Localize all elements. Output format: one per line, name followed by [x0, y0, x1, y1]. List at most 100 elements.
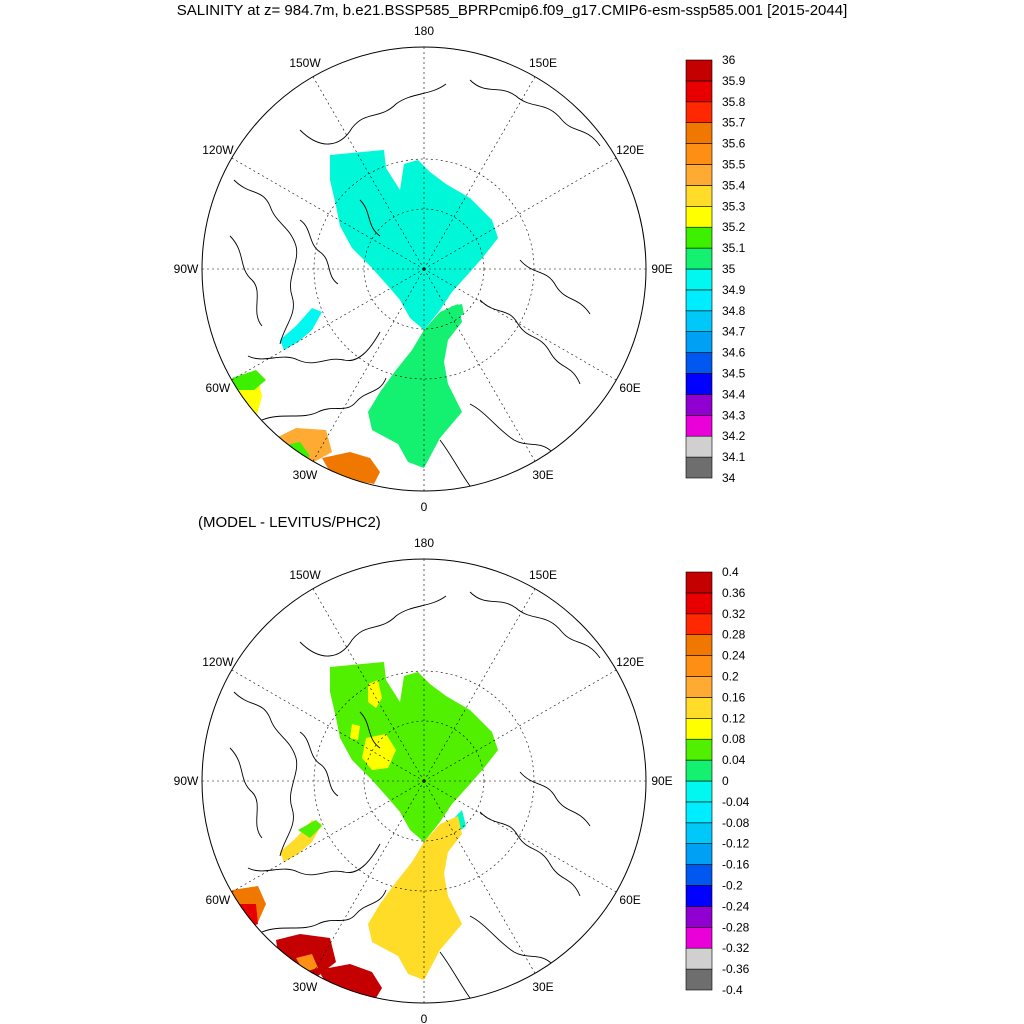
longitude-label: 90E	[651, 774, 672, 788]
arctic-front-strip	[424, 304, 464, 330]
colorbar-swatch	[685, 801, 713, 824]
baffin-bay-diff-green	[298, 820, 322, 838]
colorbar-swatch	[685, 226, 713, 249]
arctic-basin-diff-field	[330, 662, 498, 842]
plot-title: SALINITY at z= 984.7m, b.e21.BSSP585_BPR…	[176, 2, 848, 19]
colorbar-swatch	[685, 394, 713, 416]
colorbar-label: 34.2	[722, 429, 746, 443]
colorbar-swatch	[685, 759, 713, 782]
salinity-map: 180 150E 120E 90E 60E 30E 0 30W 60W 90W 120W 150W 3…	[174, 24, 746, 512]
colorbar-swatch	[685, 310, 713, 332]
colorbar-swatch	[685, 143, 713, 165]
coastlines	[229, 79, 601, 487]
arctic-yellow-patch-3	[350, 724, 360, 740]
meridian-line	[423, 157, 617, 270]
longitude-label: 120E	[616, 655, 644, 669]
colorbar-label: -0.32	[722, 941, 750, 955]
colorbar-label: 35.9	[722, 74, 746, 88]
colorbar-swatch	[685, 947, 713, 970]
colorbar-swatch	[685, 331, 713, 353]
meridian-line	[423, 76, 536, 270]
longitude-label: 150E	[529, 568, 557, 582]
colorbar-label: 0.08	[722, 732, 746, 746]
colorbar-swatch	[685, 164, 713, 186]
colorbar-label: -0.36	[722, 962, 750, 976]
colorbar-label: 35.2	[722, 220, 746, 234]
colorbar-label: 35.4	[722, 178, 746, 192]
longitude-label: 120W	[202, 143, 234, 157]
arctic-yellow-patch-1	[368, 680, 382, 708]
colorbar-swatch	[685, 613, 713, 636]
meridian-line	[423, 268, 617, 381]
colorbar-label: 0	[722, 774, 729, 788]
colorbar-label: 0.12	[722, 711, 746, 725]
longitude-label: 0	[421, 500, 428, 512]
nordic-seas-field	[368, 304, 462, 468]
colorbar-swatch	[685, 634, 713, 656]
longitude-label: 90E	[651, 262, 672, 276]
colorbar-swatch	[685, 101, 713, 124]
colorbar-label: -0.2	[722, 879, 743, 893]
colorbar-label: -0.16	[722, 858, 750, 872]
colorbar-label: 34.5	[722, 367, 746, 381]
colorbar-label: 0.4	[722, 565, 739, 579]
longitude-label: 30W	[293, 980, 318, 994]
colorbar-label: -0.28	[722, 920, 750, 934]
colorbar-swatch	[685, 414, 713, 437]
longitude-label: 30W	[293, 468, 318, 482]
longitude-label: 150E	[529, 56, 557, 70]
colorbar-label: -0.08	[722, 816, 750, 830]
colorbar-label: 0.28	[722, 628, 746, 642]
colorbar-swatch	[685, 592, 713, 615]
longitude-label: 60E	[619, 893, 640, 907]
colorbar-label: 35.3	[722, 199, 746, 213]
colorbar-swatch	[685, 80, 713, 103]
colorbar-label: 35.1	[722, 241, 746, 255]
colorbar-label: -0.24	[722, 899, 750, 913]
colorbar-swatch	[685, 185, 713, 207]
colorbar-swatch	[685, 738, 713, 761]
labrador-sea-north	[232, 370, 266, 390]
colorbar-swatch	[685, 697, 713, 719]
longitude-label: 150W	[289, 56, 321, 70]
longitude-label: 180	[414, 24, 434, 38]
colorbar-swatch	[685, 655, 713, 677]
longitude-label: 120E	[616, 143, 644, 157]
longitude-label: 30E	[532, 468, 553, 482]
meridian-line	[423, 780, 617, 893]
baffin-bay-field	[280, 308, 322, 350]
difference-plot-title: (MODEL - LEVITUS/PHC2)	[198, 514, 381, 531]
longitude-label: 60E	[619, 381, 640, 395]
arctic-yellow-patch-2	[362, 734, 396, 770]
longitude-label: 60W	[206, 893, 231, 907]
longitude-label: 120W	[202, 655, 234, 669]
colorbar-label: -0.04	[722, 795, 750, 809]
nordic-seas-diff-field	[368, 816, 462, 980]
colorbar-swatch	[685, 352, 713, 374]
colorbar-swatch	[685, 435, 713, 458]
colorbar-label: 35.7	[722, 116, 746, 130]
longitude-label: 0	[421, 1012, 428, 1024]
colorbar-swatch	[685, 968, 713, 991]
colorbar-label: 35.6	[722, 137, 746, 151]
colorbar-swatch	[685, 780, 713, 803]
longitude-label: 90W	[174, 774, 199, 788]
meridian-line	[423, 268, 536, 462]
meridian-line	[423, 669, 617, 782]
meridian-line	[231, 669, 425, 782]
longitude-label: 180	[414, 536, 434, 550]
colorbar-swatch	[685, 864, 713, 886]
colorbar-swatch	[685, 885, 713, 907]
coastlines	[229, 591, 601, 999]
colorbar-label: 34.6	[722, 346, 746, 360]
longitude-label: 150W	[289, 568, 321, 582]
colorbar-label: 0.24	[722, 649, 746, 663]
colorbar-label: 34.7	[722, 325, 746, 339]
difference-colorbar: -0.4 -0.36 -0.32 -0.28 -0.24 -0.2 -0.16 -0.12 -0…	[685, 565, 750, 997]
map-boundary	[201, 46, 647, 492]
colorbar-swatch	[685, 247, 713, 270]
colorbar-label: 0.32	[722, 607, 746, 621]
colorbar-swatch	[685, 718, 713, 740]
longitude-label: 30E	[532, 980, 553, 994]
longitude-label: 90W	[174, 262, 199, 276]
